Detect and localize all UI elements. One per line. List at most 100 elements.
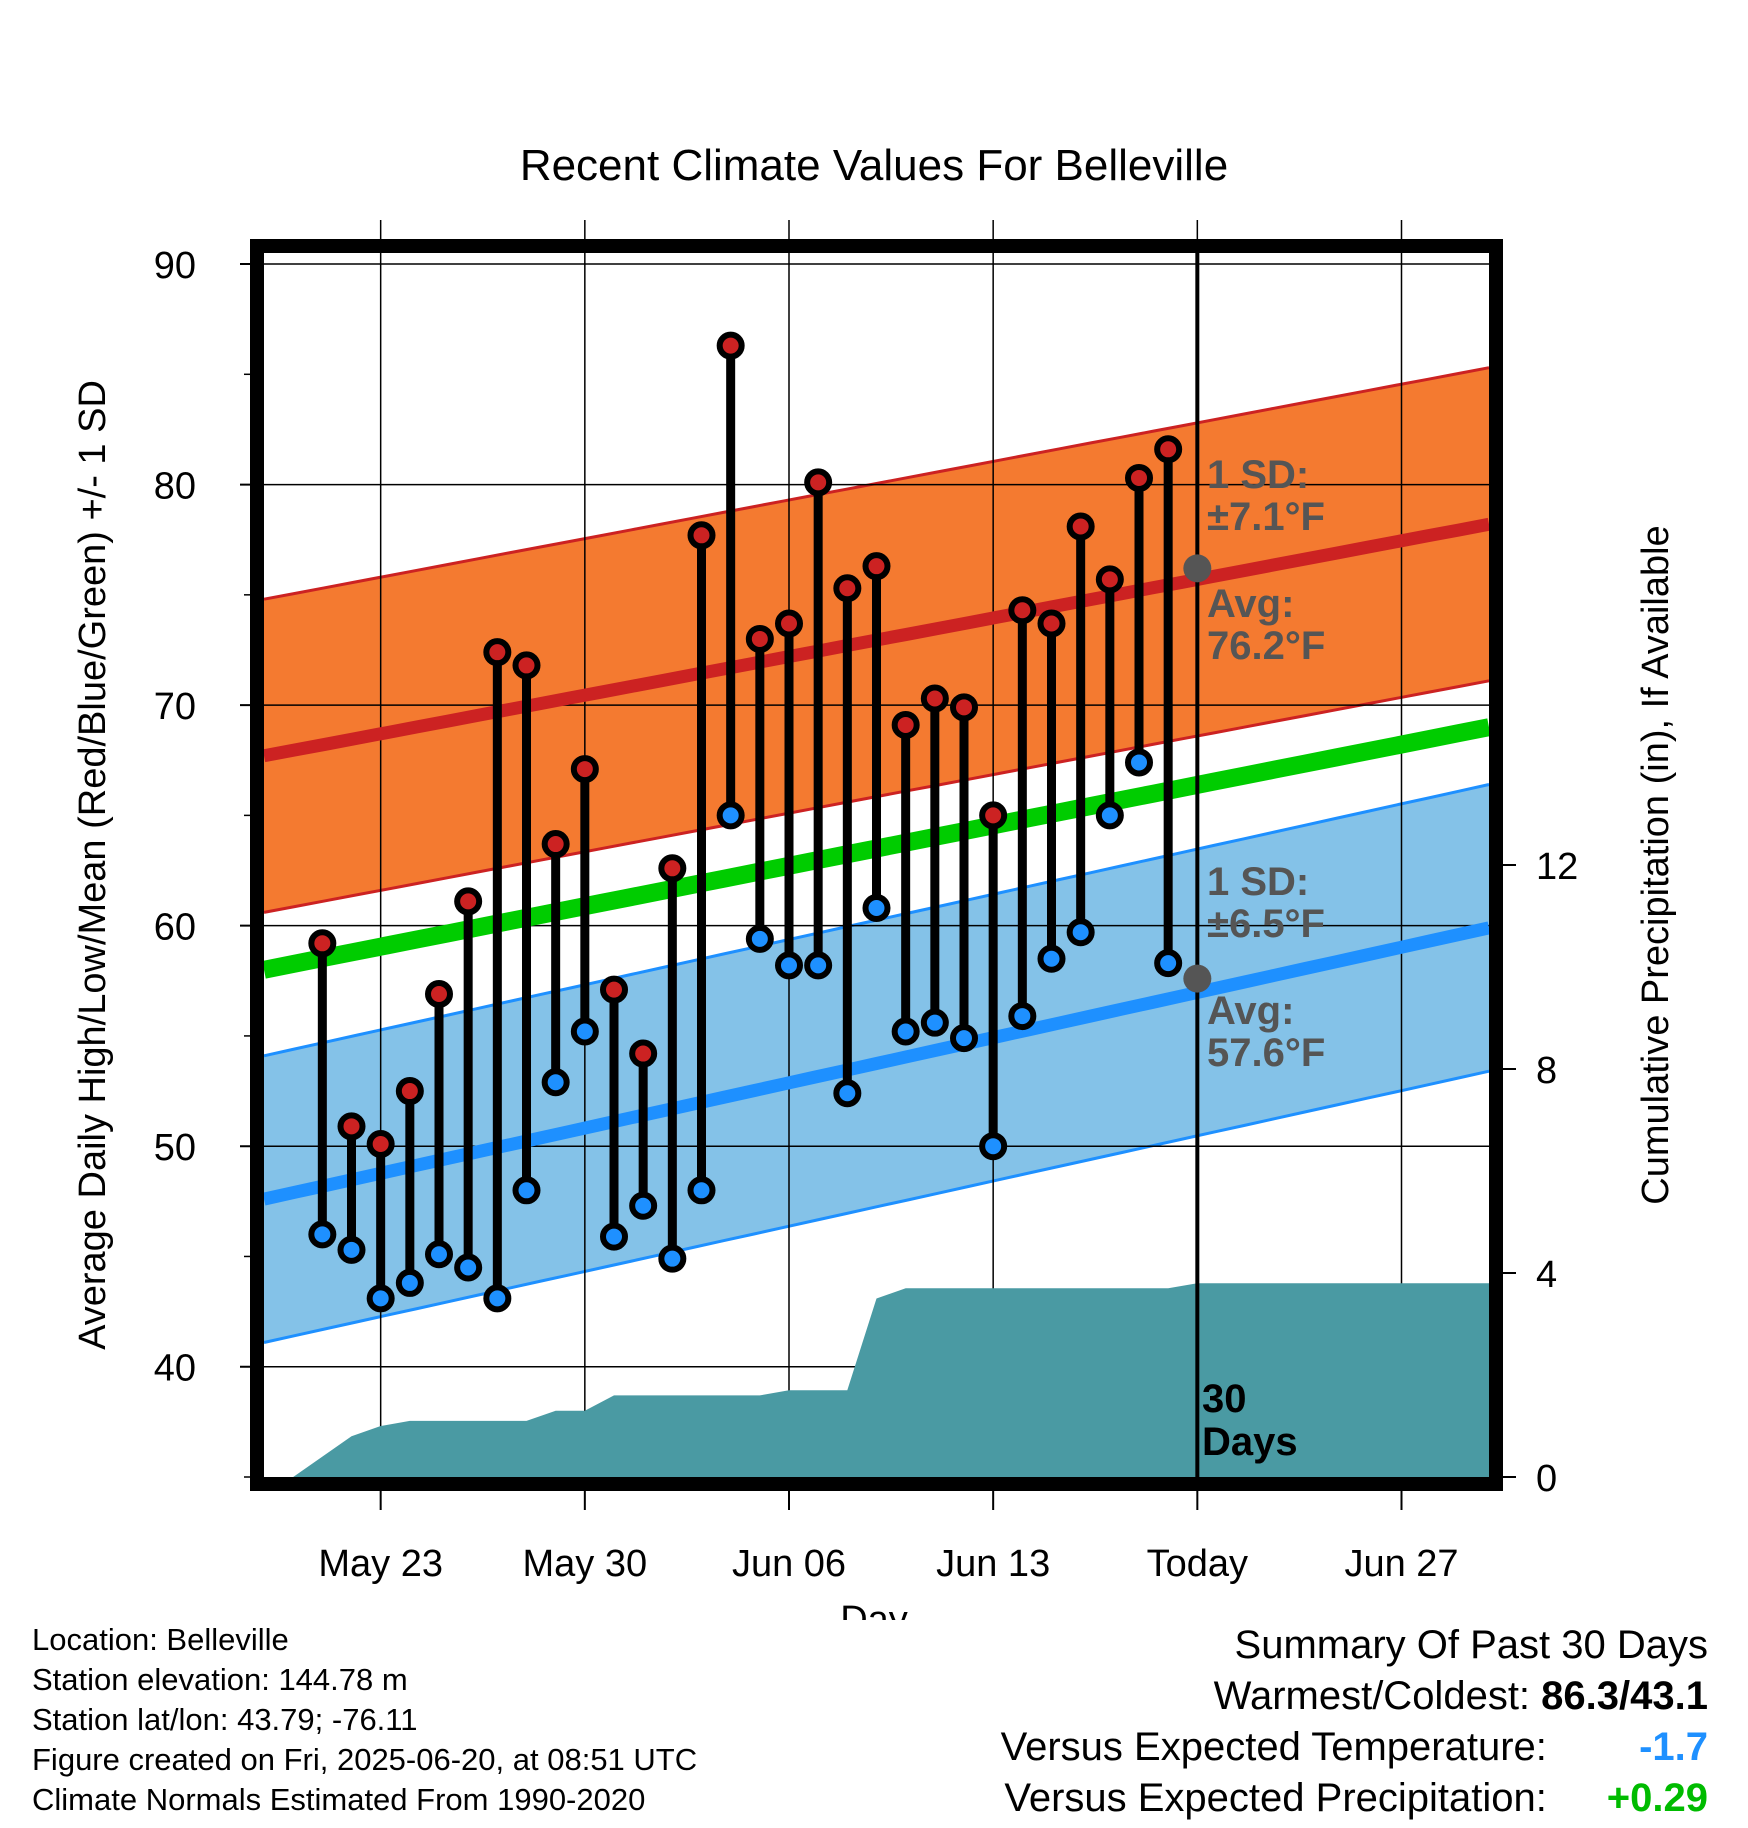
low-temp-point	[366, 1284, 395, 1313]
high-temp-point	[891, 710, 920, 739]
warm-cold-label: Warmest/Coldest:	[1213, 1674, 1531, 1718]
precip-area	[293, 1283, 1490, 1477]
high-temp-point	[687, 521, 716, 550]
high-temp-point	[1154, 435, 1183, 464]
precip-label: Versus Expected Precipitation:	[1004, 1776, 1547, 1820]
low-temp-point	[979, 1132, 1008, 1161]
low-sd-band-lower-edge	[263, 1069, 1490, 1344]
low-temp-point	[454, 1253, 483, 1282]
x-tick-label: Jun 06	[732, 1543, 846, 1585]
x-tick-label: Today	[1147, 1543, 1248, 1585]
low-temp-point	[1066, 918, 1095, 947]
ticks-layer: 40 50 60 70 80 90 0 4 8 12 May 23 May 30 Jun 06 Jun 1…	[154, 245, 1579, 1585]
high-temp-point	[1008, 596, 1037, 625]
info-latlon: Station lat/lon: 43.79; -76.11	[32, 1702, 418, 1737]
high-temp-point	[833, 574, 862, 603]
high-sd-label: 1 SD:	[1207, 453, 1309, 497]
high-avg-value: 76.2°F	[1207, 624, 1325, 668]
low-temp-point	[1008, 1002, 1037, 1031]
y2-tick-label: 8	[1536, 1050, 1557, 1092]
high-temp-point	[862, 552, 891, 581]
x-tick-label: May 23	[318, 1543, 443, 1585]
low-temp-point	[1125, 748, 1153, 777]
low-temp-point	[629, 1191, 658, 1220]
low-temp-point	[775, 951, 803, 980]
low-temp-point	[1154, 949, 1183, 978]
low-temp-point	[804, 951, 833, 980]
high-temp-point	[745, 624, 774, 653]
low-temp-point	[395, 1268, 424, 1297]
y-tick-label: 40	[154, 1348, 196, 1390]
low-sd-value: ±6.5°F	[1207, 902, 1325, 946]
low-temp-point	[950, 1024, 978, 1053]
annotations: 1 SD: ±7.1°F Avg: 76.2°F 1 SD: ±6.5°F Av…	[1207, 453, 1325, 1075]
low-avg-label: Avg:	[1207, 989, 1294, 1033]
high-temp-point	[804, 468, 833, 497]
warm-cold-value: 86.3/43.1	[1541, 1674, 1708, 1718]
info-created: Figure created on Fri, 2025-06-20, at 08…	[32, 1742, 698, 1777]
high-temp-point	[1066, 512, 1095, 541]
low-temp-point	[658, 1244, 687, 1273]
temp-value: -1.7	[1639, 1725, 1708, 1769]
obs-layer	[308, 331, 1183, 1313]
low-temp-point	[716, 801, 745, 830]
y-tick-label: 50	[154, 1127, 196, 1169]
high-temp-point	[541, 830, 570, 859]
high-temp-point	[1125, 463, 1153, 492]
low-temp-point	[862, 894, 891, 923]
temp-label: Versus Expected Temperature:	[1000, 1725, 1547, 1769]
low-temp-point	[483, 1284, 512, 1313]
x-tick-label: Jun 27	[1344, 1543, 1458, 1585]
y-tick-label: 70	[154, 686, 196, 728]
high-temp-point	[395, 1077, 424, 1106]
high-temp-point	[337, 1112, 366, 1141]
high-temp-point	[658, 854, 687, 883]
high-temp-point	[775, 609, 803, 638]
high-temp-point	[716, 331, 745, 360]
low-temp-point	[512, 1176, 541, 1205]
low-temp-point	[745, 924, 774, 953]
days-label-line2: Days	[1202, 1420, 1298, 1464]
days-label-line1: 30	[1202, 1377, 1247, 1421]
high-temp-point	[920, 684, 949, 713]
x-tick-label: Jun 13	[936, 1543, 1050, 1585]
today-high-avg-marker	[1183, 554, 1212, 583]
high-temp-point	[454, 887, 483, 916]
y-tick-label: 90	[154, 245, 196, 287]
today-low-avg-marker	[1183, 964, 1212, 993]
high-temp-point	[425, 980, 453, 1009]
summary-warm-cold: Warmest/Coldest: 86.3/43.1	[1001, 1671, 1708, 1722]
high-temp-point	[950, 693, 978, 722]
low-temp-point	[337, 1235, 366, 1264]
low-temp-point	[570, 1017, 599, 1046]
summary-panel: Summary Of Past 30 Days Warmest/Coldest:…	[1001, 1620, 1708, 1824]
high-temp-point	[629, 1039, 658, 1068]
chart-title: Recent Climate Values For Belleville	[520, 141, 1228, 190]
high-sd-value: ±7.1°F	[1207, 495, 1325, 539]
y2-tick-label: 12	[1536, 846, 1578, 888]
high-temp-point	[600, 975, 628, 1004]
high-avg-label: Avg:	[1207, 582, 1294, 626]
info-normals: Climate Normals Estimated From 1990-2020	[32, 1782, 646, 1817]
low-temp-point	[541, 1068, 570, 1097]
y2-tick-label: 4	[1536, 1254, 1557, 1296]
info-location: Location: Belleville	[32, 1622, 289, 1657]
summary-temp: Versus Expected Temperature: -1.7	[1001, 1722, 1708, 1773]
station-info: Location: Belleville Station elevation: …	[32, 1620, 697, 1820]
low-temp-point	[833, 1079, 862, 1108]
climate-chart: Recent Climate Values For Belleville 40 5…	[72, 141, 1677, 1620]
high-temp-point	[1095, 565, 1124, 594]
low-temp-point	[920, 1008, 949, 1037]
y-tick-label: 60	[154, 907, 196, 949]
precip-value: +0.29	[1606, 1776, 1708, 1820]
y-tick-label: 80	[154, 466, 196, 508]
high-sd-band-upper-edge	[263, 366, 1490, 601]
high-temp-point	[979, 801, 1008, 830]
high-temp-point	[366, 1129, 395, 1158]
info-elevation: Station elevation: 144.78 m	[32, 1662, 408, 1697]
high-temp-point	[1037, 609, 1066, 638]
high-temp-point	[512, 651, 541, 680]
low-temp-point	[425, 1240, 453, 1269]
low-sd-label: 1 SD:	[1207, 860, 1309, 904]
y2-axis-label: Cumulative Precipitation (in), If Availa…	[1635, 525, 1677, 1204]
